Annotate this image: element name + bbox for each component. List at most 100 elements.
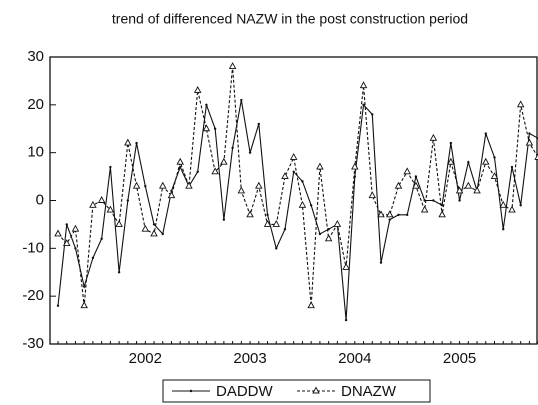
- point: [152, 223, 156, 226]
- y-tick-label: 20: [27, 96, 44, 113]
- point: [179, 165, 182, 169]
- point: [150, 229, 158, 237]
- legend-box: [162, 379, 431, 403]
- point: [362, 103, 365, 107]
- point: [473, 186, 481, 194]
- point: [100, 237, 103, 240]
- point: [255, 181, 263, 189]
- point: [344, 318, 348, 322]
- point: [109, 165, 112, 169]
- point: [301, 180, 304, 183]
- point: [124, 138, 132, 146]
- point: [89, 200, 97, 208]
- point: [263, 219, 272, 227]
- point: [318, 232, 322, 236]
- point: [484, 132, 487, 135]
- point: [379, 261, 383, 264]
- point: [429, 133, 438, 141]
- point: [438, 210, 446, 218]
- point: [388, 218, 391, 221]
- point: [202, 124, 211, 132]
- point: [141, 224, 150, 232]
- point: [528, 132, 531, 135]
- point: [80, 301, 88, 309]
- point: [167, 191, 176, 199]
- point: [126, 199, 130, 202]
- point: [56, 304, 60, 307]
- point: [519, 204, 522, 207]
- series-line: [57, 66, 538, 306]
- point: [228, 62, 237, 70]
- x-tick-label: 2002: [129, 350, 162, 367]
- point: [97, 196, 106, 203]
- point: [447, 157, 455, 165]
- point: [406, 213, 409, 217]
- point: [298, 200, 307, 208]
- x-tick-label: 2005: [443, 350, 476, 367]
- point: [196, 170, 199, 173]
- point: [307, 301, 315, 309]
- series-line: [57, 99, 538, 321]
- point: [189, 389, 193, 393]
- point: [144, 184, 147, 188]
- point: [414, 175, 418, 178]
- point: [237, 186, 246, 194]
- point: [231, 146, 234, 150]
- point: [220, 157, 228, 165]
- point: [266, 213, 269, 217]
- point: [351, 162, 359, 170]
- point: [385, 210, 394, 218]
- point: [106, 205, 115, 213]
- point: [205, 103, 208, 107]
- y-tick-label: 10: [27, 144, 44, 161]
- y-tick-label: -30: [22, 335, 44, 352]
- point: [283, 228, 287, 231]
- point: [403, 167, 411, 175]
- point: [275, 247, 278, 250]
- point: [510, 165, 514, 169]
- point: [159, 181, 167, 189]
- point: [115, 219, 123, 227]
- point: [534, 153, 538, 160]
- point: [74, 247, 77, 250]
- point: [185, 181, 193, 189]
- chart-title: trend of differenced NAZW in the post co…: [112, 11, 468, 27]
- point: [82, 285, 86, 288]
- point: [281, 172, 289, 180]
- point: [246, 210, 254, 218]
- point: [420, 205, 429, 213]
- point: [342, 263, 350, 270]
- legend-label: DNAZW: [341, 383, 397, 400]
- point: [213, 127, 217, 130]
- point: [464, 181, 473, 189]
- point: [312, 386, 320, 394]
- point: [65, 223, 68, 226]
- point: [257, 122, 260, 126]
- point: [499, 200, 507, 208]
- point: [324, 234, 333, 242]
- point: [455, 186, 464, 194]
- point: [135, 141, 138, 145]
- x-tick-label: 2004: [338, 350, 371, 367]
- point: [412, 181, 420, 189]
- point: [193, 86, 202, 93]
- point: [161, 232, 164, 236]
- point: [508, 205, 516, 213]
- point: [502, 228, 505, 231]
- point: [289, 153, 298, 160]
- point: [368, 191, 377, 199]
- point: [432, 199, 435, 202]
- point: [493, 156, 496, 159]
- plot-frame: [49, 56, 538, 345]
- y-tick-label: 30: [27, 48, 44, 65]
- point: [316, 162, 324, 170]
- point: [309, 204, 313, 207]
- point: [54, 229, 62, 237]
- point: [91, 256, 95, 260]
- point: [132, 181, 141, 189]
- point: [222, 218, 226, 221]
- x-tick-label: 2003: [233, 350, 266, 367]
- point: [333, 219, 342, 227]
